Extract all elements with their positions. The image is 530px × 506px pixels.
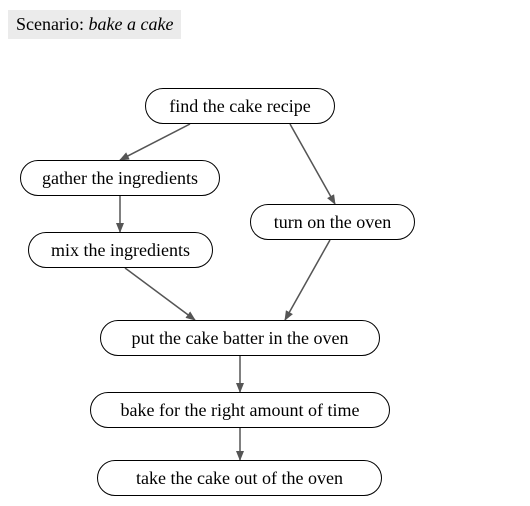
scenario-value: bake a cake (88, 14, 173, 34)
node-put-batter-in-oven: put the cake batter in the oven (100, 320, 380, 356)
node-gather-ingredients: gather the ingredients (20, 160, 220, 196)
node-label: bake for the right amount of time (121, 400, 360, 421)
edge-mix-to-put (125, 268, 195, 320)
edge-find-to-gather (120, 124, 190, 160)
node-label: mix the ingredients (51, 240, 190, 261)
node-label: find the cake recipe (169, 96, 310, 117)
node-find-recipe: find the cake recipe (145, 88, 335, 124)
node-bake-for-time: bake for the right amount of time (90, 392, 390, 428)
edge-turn-to-put (285, 240, 330, 320)
node-take-cake-out: take the cake out of the oven (97, 460, 382, 496)
node-turn-on-oven: turn on the oven (250, 204, 415, 240)
node-mix-ingredients: mix the ingredients (28, 232, 213, 268)
scenario-box: Scenario: bake a cake (8, 10, 181, 39)
node-label: turn on the oven (274, 212, 391, 233)
node-label: take the cake out of the oven (136, 468, 343, 489)
node-label: put the cake batter in the oven (132, 328, 349, 349)
scenario-label: Scenario: (16, 14, 88, 34)
node-label: gather the ingredients (42, 168, 198, 189)
edge-find-to-turn (290, 124, 335, 204)
